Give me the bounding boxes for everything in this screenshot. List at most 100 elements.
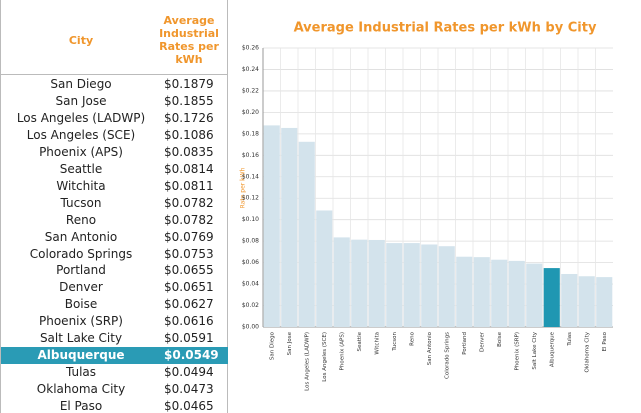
bar: [386, 243, 403, 327]
city-cell: Tulas: [65, 365, 97, 380]
y-tick-label: $0.14: [242, 173, 259, 180]
table-row: Colorado Springs $0.0753: [1, 246, 228, 263]
y-tick-label: $0.22: [242, 87, 259, 94]
bar: [438, 246, 455, 327]
bar: [561, 273, 578, 327]
bar: [316, 210, 333, 327]
y-tick-label: $0.26: [242, 45, 259, 52]
city-cell: Oklahoma City: [36, 382, 126, 397]
bar: [333, 237, 350, 327]
city-cell: Los Angeles (LADWP): [16, 110, 146, 125]
table-row: San Diego $0.1879: [1, 76, 228, 93]
y-tick-label: $0.12: [242, 195, 259, 202]
rate-cell: $0.0753: [164, 246, 214, 261]
table-row: Reno $0.0782: [1, 212, 228, 229]
rate-cell: $0.0814: [164, 161, 214, 176]
city-cell: Tucson: [60, 195, 102, 210]
x-tick-label: San Antonio: [427, 331, 433, 365]
table-row: Phoenix (SRP) $0.0616: [1, 313, 228, 330]
rate-cell: $0.1086: [164, 127, 214, 142]
x-tick-label: Los Angeles (LADWP): [304, 332, 310, 391]
city-cell: Denver: [59, 280, 103, 295]
rate-cell: $0.1855: [164, 93, 214, 108]
table-row: Salt Lake City $0.0591: [1, 330, 228, 347]
table-row: Witchita $0.0811: [1, 178, 228, 195]
bar: [403, 243, 420, 327]
city-cell: Phoenix (SRP): [39, 314, 123, 329]
city-cell: Witchita: [56, 178, 106, 193]
city-cell: Salt Lake City: [39, 331, 123, 346]
x-tick-label: Denver: [479, 331, 485, 352]
bar: [508, 260, 525, 327]
x-tick-label: Seattle: [357, 331, 363, 351]
x-tick-label: San Jose: [287, 331, 293, 355]
rate-cell: $0.0494: [164, 365, 214, 380]
city-cell: El Paso: [59, 399, 103, 413]
header-rate: Average Industrial Rates per kWh: [159, 14, 219, 66]
chart-title: Average Industrial Rates per kWh by City: [294, 21, 597, 36]
rate-cell: $0.0835: [164, 144, 214, 159]
x-tick-label: Boise: [497, 331, 503, 347]
bar: [596, 277, 613, 327]
y-tick-label: $0.08: [242, 238, 259, 245]
bar: [491, 259, 508, 327]
y-tick-label: $0.16: [242, 152, 259, 159]
bar: [351, 239, 368, 327]
header-rule: [1, 74, 228, 75]
rate-cell: $0.0616: [164, 314, 214, 329]
x-tick-label: Portland: [462, 332, 468, 355]
city-cell: San Jose: [55, 93, 107, 108]
x-tick-label: Reno: [409, 331, 415, 345]
city-cell: Boise: [64, 297, 98, 312]
city-cell: San Diego: [50, 77, 112, 91]
table-row: Oklahoma City $0.0473: [1, 381, 228, 398]
city-cell: Albuquerque: [37, 348, 125, 363]
x-tick-label: Phoenix (SRP): [514, 332, 520, 371]
table-row: Seattle $0.0814: [1, 161, 228, 178]
city-cell: Reno: [65, 212, 97, 227]
city-cell: San Antonio: [44, 229, 118, 244]
rate-cell: $0.0782: [164, 195, 214, 210]
y-tick-label: $0.10: [242, 216, 259, 223]
table-row: Boise $0.0627: [1, 296, 228, 313]
y-tick-label: $0.00: [242, 324, 259, 331]
y-tick-label: $0.24: [242, 66, 259, 73]
table-row: Denver $0.0651: [1, 279, 228, 296]
y-tick-label: $0.02: [242, 302, 259, 309]
rate-cell: $0.0591: [164, 331, 214, 346]
bar: [298, 141, 315, 327]
table-row: San Antonio $0.0769: [1, 229, 228, 246]
bar: [543, 268, 560, 327]
city-cell: Seattle: [59, 161, 103, 176]
table-row: Tucson $0.0782: [1, 195, 228, 212]
bar: [526, 263, 543, 327]
rate-cell: $0.0465: [164, 399, 214, 413]
y-tick-label: $0.20: [242, 109, 259, 116]
y-tick-label: $0.06: [242, 259, 259, 266]
bar: [578, 276, 595, 327]
bar: [263, 125, 280, 328]
bar: [281, 127, 298, 327]
table-row: Albuquerque $0.0549: [1, 347, 228, 365]
rate-cell: $0.0651: [164, 280, 214, 295]
table-row: Portland $0.0655: [1, 262, 228, 279]
y-axis-label: Rate per kWh: [240, 167, 247, 208]
rate-cell: $0.0811: [164, 178, 214, 193]
x-tick-label: Oklahoma City: [584, 331, 590, 372]
rate-table: City Average Industrial Rates per kWh Sa…: [0, 0, 228, 413]
table-row: San Jose $0.1855: [1, 93, 228, 110]
city-cell: Colorado Springs: [29, 246, 133, 261]
x-tick-label: San Diego: [269, 331, 275, 360]
rate-cell: $0.0473: [164, 382, 214, 397]
x-tick-label: Los Angeles (SCE): [322, 332, 328, 382]
rate-cell: $0.1879: [164, 77, 214, 91]
rate-cell: $0.0549: [164, 348, 219, 363]
rate-cell: $0.0782: [164, 212, 214, 227]
table-row: Los Angeles (SCE) $0.1086: [1, 127, 228, 144]
bar: [421, 244, 438, 327]
x-tick-label: Phoenix (APS): [339, 332, 345, 370]
x-tick-label: Tulas: [567, 332, 573, 347]
table-row: Los Angeles (LADWP) $0.1726: [1, 110, 228, 127]
rate-cell: $0.0655: [164, 263, 214, 278]
